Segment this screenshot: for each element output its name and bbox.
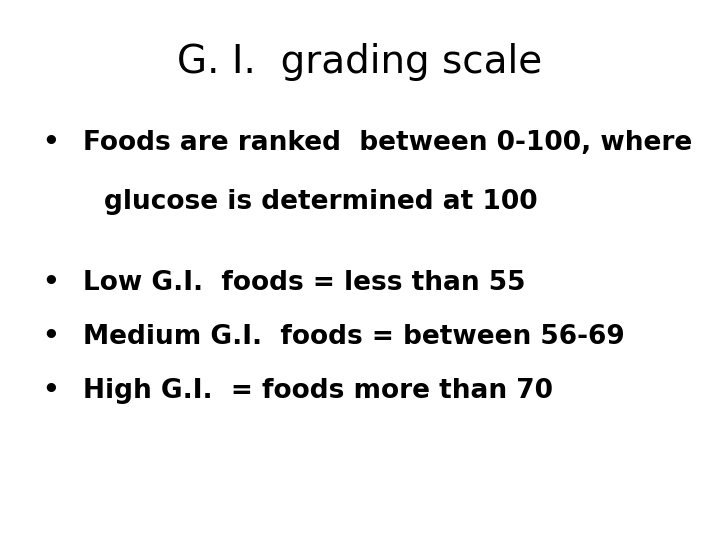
Text: High G.I.  = foods more than 70: High G.I. = foods more than 70 — [83, 378, 553, 404]
Text: •: • — [42, 270, 59, 296]
Text: Foods are ranked  between 0-100, where: Foods are ranked between 0-100, where — [83, 130, 692, 156]
Text: •: • — [42, 130, 59, 156]
Text: •: • — [42, 378, 59, 404]
Text: Low G.I.  foods = less than 55: Low G.I. foods = less than 55 — [83, 270, 526, 296]
Text: glucose is determined at 100: glucose is determined at 100 — [104, 189, 538, 215]
Text: Medium G.I.  foods = between 56-69: Medium G.I. foods = between 56-69 — [83, 324, 624, 350]
Text: G. I.  grading scale: G. I. grading scale — [177, 43, 543, 81]
Text: •: • — [42, 324, 59, 350]
